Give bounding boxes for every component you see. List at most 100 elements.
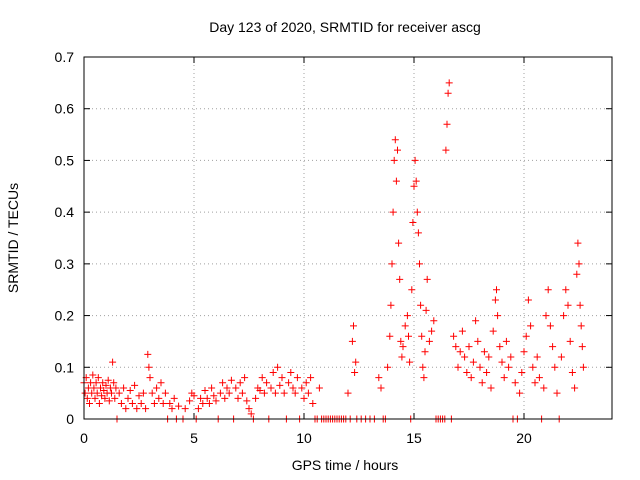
data-point [578,343,586,351]
data-point [205,399,213,407]
data-point [377,384,385,392]
data-point [576,301,584,309]
x-tick-label: 5 [190,430,198,446]
data-point [419,363,427,371]
y-tick-label: 0.4 [55,204,75,220]
data-point [285,379,293,387]
data-point [511,379,519,387]
data-point [494,312,502,320]
data-point [408,286,416,294]
data-point [398,353,406,361]
data-point [155,394,163,402]
data-point [351,368,359,376]
data-point [236,379,244,387]
data-point [166,399,174,407]
y-tick-label: 0.2 [55,308,75,324]
data-point [422,306,430,314]
data-point [454,363,462,371]
data-point [491,296,499,304]
data-point [458,327,466,335]
data-point [384,363,392,371]
data-point [89,371,97,379]
data-point [414,229,422,237]
x-tick-label: 0 [80,430,88,446]
grid [84,57,612,419]
data-point [145,363,153,371]
data-point [505,363,513,371]
data-point [304,389,312,397]
plot-frame [83,56,613,420]
y-tick-label: 0.7 [55,49,75,65]
x-tick-label: 15 [406,430,422,446]
data-point [157,379,165,387]
data-point [502,337,510,345]
y-tick-labels: 0 0.1 0.2 0.3 0.4 0.5 0.6 0.7 [55,49,75,427]
data-point [450,332,458,340]
data-point [527,322,535,330]
data-point [225,389,233,397]
data-point [161,389,169,397]
data-point [93,389,101,397]
data-point [210,392,218,400]
data-point [203,394,211,402]
data-point [120,384,128,392]
data-point [386,332,394,340]
data-point [144,350,152,358]
data-point [540,384,548,392]
data-point [564,301,572,309]
data-point [425,337,433,345]
data-point [298,384,306,392]
data-point [487,384,495,392]
data-point [133,405,141,413]
data-point [442,146,450,154]
data-point [112,384,120,392]
y-tick-label: 0 [66,411,74,427]
data-point [423,275,431,283]
data-point [421,348,429,356]
y-tick-label: 0.6 [55,101,75,117]
data-point [101,394,109,402]
data-point [293,374,301,382]
data-point [159,399,167,407]
data-point [444,89,452,97]
data-point [533,353,541,361]
data-point [445,79,453,87]
data-point [496,343,504,351]
data-point [413,208,421,216]
data-point [524,296,532,304]
data-point [535,374,543,382]
data-point [201,387,209,395]
data-point [194,405,202,413]
data-point [269,368,277,376]
data-point [518,368,526,376]
data-point [309,399,317,407]
data-point [241,374,249,382]
data-point [102,381,110,389]
data-point [287,368,295,376]
data-point [300,394,308,402]
data-point [148,389,156,397]
data-point [403,312,411,320]
data-point [469,358,477,366]
data-point [562,286,570,294]
y-axis-label: SRMTID / TECUs [5,183,21,293]
data-point [406,358,414,366]
data-point [252,394,260,402]
data-point [507,353,515,361]
data-point [480,348,488,356]
data-point [302,379,310,387]
data-point [232,384,240,392]
data-point [557,353,565,361]
data-point [467,374,475,382]
data-point [247,410,255,418]
data-point [150,399,158,407]
data-point [276,381,284,389]
data-point [443,120,451,128]
data-point [401,322,409,330]
data-point [465,343,473,351]
y-tick-label: 0.3 [55,256,75,272]
data-point [352,358,360,366]
data-series-ascg [80,79,587,423]
data-point [546,322,554,330]
